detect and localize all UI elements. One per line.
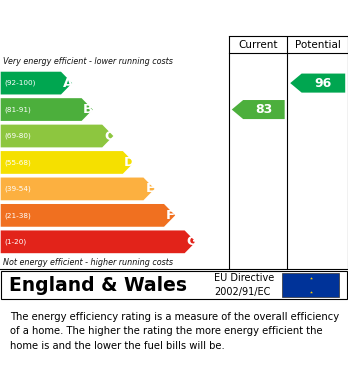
Text: F: F [166, 209, 175, 222]
Text: Not energy efficient - higher running costs: Not energy efficient - higher running co… [3, 258, 174, 267]
Polygon shape [1, 204, 175, 227]
Polygon shape [1, 151, 134, 174]
Text: 96: 96 [315, 77, 332, 90]
Text: England & Wales: England & Wales [9, 276, 187, 294]
Bar [282, 273, 339, 297]
Polygon shape [290, 74, 345, 93]
Polygon shape [232, 100, 285, 119]
Text: E: E [145, 183, 155, 196]
Text: Potential: Potential [295, 40, 341, 50]
Text: D: D [124, 156, 135, 169]
Text: EU Directive
2002/91/EC: EU Directive 2002/91/EC [214, 273, 274, 297]
Text: Energy Efficiency Rating: Energy Efficiency Rating [9, 11, 230, 26]
Text: (39-54): (39-54) [5, 186, 32, 192]
Text: (69-80): (69-80) [5, 133, 32, 139]
Text: (92-100): (92-100) [5, 80, 36, 86]
Text: A: A [63, 77, 73, 90]
Text: (1-20): (1-20) [5, 239, 27, 245]
Text: The energy efficiency rating is a measure of the overall efficiency of a home. T: The energy efficiency rating is a measur… [10, 312, 340, 351]
Text: Very energy efficient - lower running costs: Very energy efficient - lower running co… [3, 57, 173, 66]
Text: C: C [104, 129, 114, 142]
Text: 83: 83 [255, 103, 272, 116]
Text: (81-91): (81-91) [5, 106, 32, 113]
Text: (55-68): (55-68) [5, 159, 32, 166]
Polygon shape [1, 98, 93, 121]
Text: B: B [83, 103, 93, 116]
Text: (21-38): (21-38) [5, 212, 32, 219]
Polygon shape [1, 230, 196, 253]
Polygon shape [1, 72, 72, 95]
Polygon shape [1, 125, 113, 147]
Text: Current: Current [238, 40, 278, 50]
Polygon shape [1, 178, 155, 200]
Text: G: G [186, 235, 197, 248]
